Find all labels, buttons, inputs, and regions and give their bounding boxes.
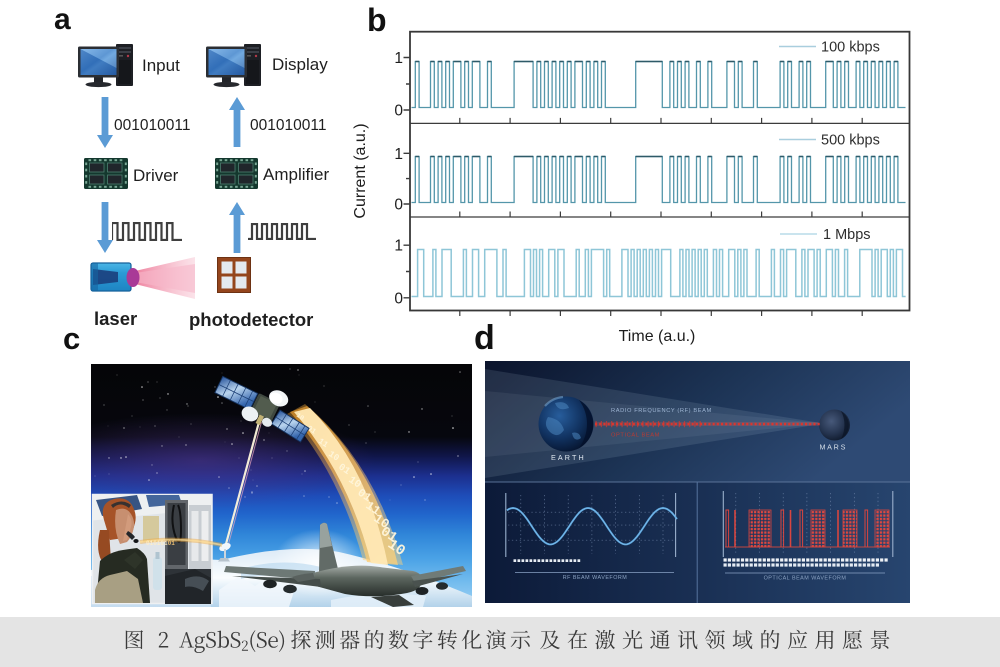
svg-text:OPTICAL BEAM WAVEFORM: OPTICAL BEAM WAVEFORM bbox=[764, 576, 847, 582]
svg-text:Current (a.u.): Current (a.u.) bbox=[352, 123, 369, 218]
svg-text:0: 0 bbox=[394, 103, 403, 120]
svg-text:500 kbps: 500 kbps bbox=[821, 133, 880, 149]
svg-text:01: 01 bbox=[377, 523, 400, 546]
svg-text:1: 1 bbox=[394, 238, 403, 255]
svg-text:10: 10 bbox=[294, 411, 304, 421]
svg-text:11: 11 bbox=[362, 498, 382, 518]
svg-text:10: 10 bbox=[370, 510, 391, 531]
svg-text:Time (a.u.): Time (a.u.) bbox=[619, 328, 696, 345]
svg-text:RF BEAM WAVEFORM: RF BEAM WAVEFORM bbox=[563, 575, 628, 581]
svg-text:100 kbps: 100 kbps bbox=[821, 40, 880, 56]
svg-text:1: 1 bbox=[394, 50, 403, 67]
svg-text:OPTICAL BEAM: OPTICAL BEAM bbox=[611, 433, 660, 439]
svg-text:01010101: 01010101 bbox=[146, 540, 175, 547]
svg-text:0: 0 bbox=[394, 290, 403, 307]
svg-text:10: 10 bbox=[345, 474, 362, 491]
svg-text:0: 0 bbox=[394, 197, 403, 214]
svg-text:1: 1 bbox=[394, 146, 403, 163]
svg-text:1 Mbps: 1 Mbps bbox=[823, 227, 871, 243]
svg-text:MARS: MARS bbox=[820, 443, 848, 452]
svg-text:EARTH: EARTH bbox=[551, 453, 586, 462]
svg-text:RADIO FREQUENCY (RF) BEAM: RADIO FREQUENCY (RF) BEAM bbox=[611, 408, 712, 414]
svg-text:01: 01 bbox=[305, 424, 317, 436]
